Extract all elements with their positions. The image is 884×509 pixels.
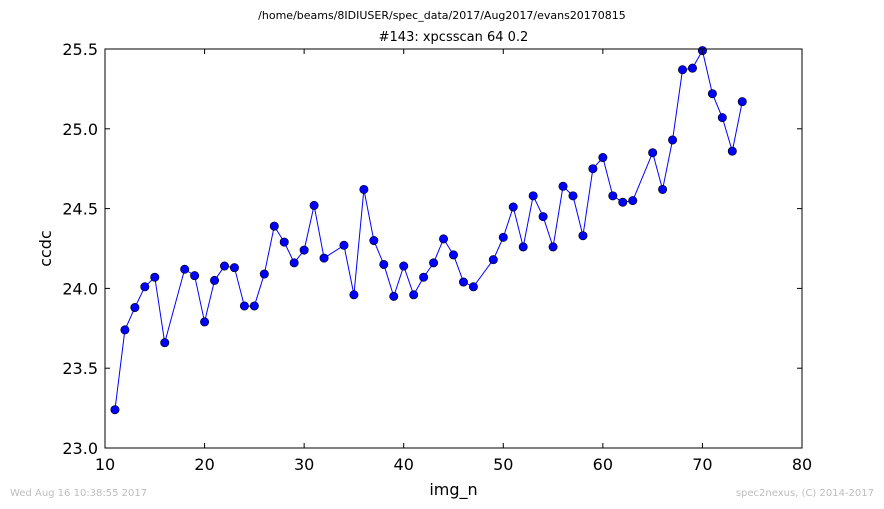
- footer-timestamp: Wed Aug 16 10:38:55 2017: [10, 488, 148, 499]
- data-point: [538, 212, 548, 222]
- footer-credit: spec2nexus, (C) 2014-2017: [735, 488, 874, 499]
- data-point: [120, 325, 130, 335]
- data-point: [608, 191, 618, 201]
- data-point: [508, 202, 518, 212]
- data-point: [598, 153, 608, 163]
- data-point: [399, 261, 409, 271]
- data-point: [339, 240, 349, 250]
- data-point: [678, 65, 688, 75]
- data-point: [687, 63, 697, 73]
- data-point: [219, 261, 229, 271]
- data-point: [140, 282, 150, 292]
- x-tick-label: 30: [294, 455, 314, 474]
- data-point: [279, 237, 289, 247]
- data-point: [369, 236, 379, 246]
- chart-title: #143: xpcsscan 64 0.2: [378, 30, 529, 45]
- x-tick-label: 40: [394, 455, 414, 474]
- data-point: [468, 282, 478, 292]
- data-point: [259, 269, 269, 279]
- data-point: [737, 97, 747, 107]
- data-point: [319, 253, 329, 263]
- data-point: [498, 232, 508, 242]
- data-point: [200, 317, 210, 327]
- data-point: [239, 301, 249, 311]
- data-point: [448, 250, 458, 260]
- data-point: [160, 338, 170, 348]
- data-point: [707, 89, 717, 99]
- data-point: [269, 221, 279, 231]
- y-tick-label: 25.0: [62, 120, 98, 139]
- data-point: [229, 263, 239, 273]
- x-tick-label: 70: [692, 455, 712, 474]
- data-point: [419, 272, 429, 282]
- x-tick-label: 20: [194, 455, 214, 474]
- data-point: [439, 234, 449, 244]
- data-point: [180, 264, 190, 274]
- data-point: [628, 196, 638, 206]
- axis-ticks: 10 20 30 40 50 60 70 80 23.0 23.5 24.0 24.5 25.0 25.5: [62, 40, 812, 474]
- data-point: [379, 259, 389, 269]
- data-point: [110, 405, 120, 415]
- series-line: [114, 49, 743, 410]
- data-point: [618, 197, 628, 207]
- data-point: [648, 148, 658, 158]
- y-axis-label: ccdc: [36, 230, 55, 267]
- data-point: [588, 164, 598, 174]
- y-tick-label: 23.0: [62, 439, 98, 458]
- y-tick-label: 23.5: [62, 359, 98, 378]
- data-point: [349, 290, 359, 300]
- plot-marks: [110, 46, 747, 415]
- x-tick-label: 80: [792, 455, 812, 474]
- data-point: [190, 271, 200, 281]
- data-point: [518, 242, 528, 252]
- data-point: [130, 303, 140, 313]
- data-point: [717, 113, 727, 123]
- data-point: [409, 290, 419, 300]
- data-point: [210, 275, 220, 285]
- data-point: [389, 291, 399, 301]
- y-tick-label: 25.5: [62, 40, 98, 59]
- data-point: [249, 301, 259, 311]
- data-point: [568, 191, 578, 201]
- data-point: [727, 146, 737, 156]
- data-point: [488, 255, 498, 265]
- data-point: [289, 258, 299, 268]
- figure-suptitle: /home/beams/8IDIUSER/spec_data/2017/Aug2…: [258, 9, 626, 22]
- data-point: [528, 191, 538, 201]
- data-point: [429, 258, 439, 268]
- data-point: [668, 135, 678, 145]
- x-tick-label: 60: [593, 455, 613, 474]
- y-tick-label: 24.5: [62, 200, 98, 219]
- x-tick-label: 50: [493, 455, 513, 474]
- data-point: [658, 184, 668, 194]
- data-point: [458, 277, 468, 287]
- data-point: [578, 231, 588, 241]
- plot-frame: [104, 48, 803, 449]
- y-tick-label: 24.0: [62, 279, 98, 298]
- data-point: [548, 242, 558, 252]
- data-point: [558, 181, 568, 191]
- data-point: [299, 245, 309, 255]
- data-point: [359, 184, 369, 194]
- data-point: [150, 272, 160, 282]
- x-tick-label: 10: [95, 455, 115, 474]
- data-point: [309, 200, 319, 210]
- x-axis-label: img_n: [429, 480, 477, 500]
